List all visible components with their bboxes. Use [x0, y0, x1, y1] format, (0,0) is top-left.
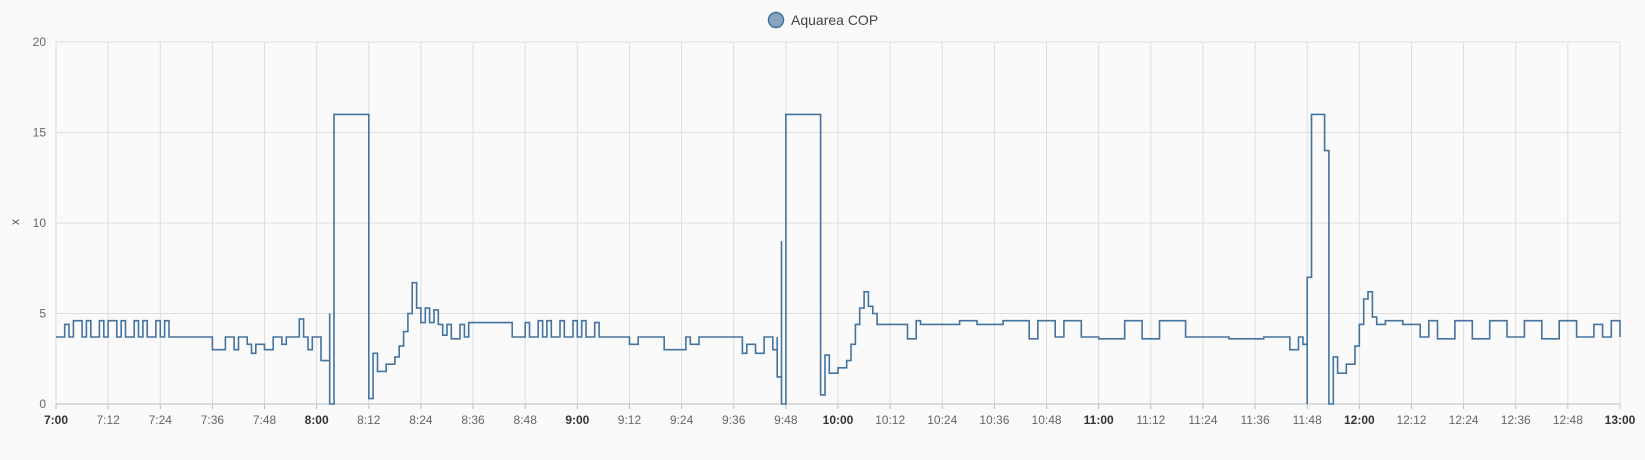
y-tick-label: 20 [33, 35, 47, 49]
x-tick-label: 8:48 [514, 413, 538, 427]
x-tick-label: 7:00 [44, 413, 68, 427]
x-tick-label: 9:48 [774, 413, 798, 427]
y-tick-label: 5 [39, 307, 46, 321]
x-tick-label: 7:48 [253, 413, 277, 427]
x-tick-label: 10:36 [979, 413, 1009, 427]
x-tick-label: 11:36 [1240, 413, 1269, 427]
x-tick-label: 10:24 [927, 413, 957, 427]
x-tick-label: 12:36 [1501, 413, 1531, 427]
legend[interactable]: Aquarea COP [767, 11, 879, 29]
series-line-aquarea-cop[interactable] [56, 113, 1621, 405]
x-tick-label: 12:24 [1449, 413, 1479, 427]
grid-lines [55, 41, 1621, 409]
x-tick-label: 7:36 [201, 413, 225, 427]
x-axis-ticks: 7:00 7:12 7:24 7:36 7:48 8:00 8:12 8:24 8:36 8:48… [44, 413, 1636, 427]
x-tick-label: 7:12 [96, 413, 120, 427]
y-axis-ticks: 0 5 10 15 20 [33, 35, 47, 411]
x-tick-label: 11:48 [1293, 413, 1322, 427]
x-tick-label: 9:12 [618, 413, 642, 427]
y-tick-label: 15 [33, 126, 47, 140]
x-tick-label: 10:00 [823, 413, 854, 427]
y-tick-label: 0 [39, 397, 46, 411]
x-tick-label: 7:24 [149, 413, 173, 427]
x-tick-label: 8:36 [461, 413, 485, 427]
x-tick-label: 9:36 [722, 413, 746, 427]
x-tick-label: 8:12 [357, 413, 381, 427]
y-tick-label: 10 [33, 216, 47, 230]
x-tick-label: 9:24 [670, 413, 694, 427]
x-tick-label: 13:00 [1605, 413, 1636, 427]
x-tick-label: 8:00 [305, 413, 329, 427]
x-tick-label: 11:24 [1188, 413, 1217, 427]
y-axis-label: x [8, 219, 22, 225]
x-tick-label: 11:00 [1084, 413, 1114, 427]
x-tick-label: 11:12 [1136, 413, 1165, 427]
legend-series-label: Aquarea COP [791, 12, 878, 28]
x-tick-label: 12:12 [1396, 413, 1426, 427]
x-tick-label: 12:48 [1553, 413, 1583, 427]
legend-swatch-icon [767, 11, 785, 29]
x-tick-label: 8:24 [409, 413, 433, 427]
x-tick-label: 12:00 [1344, 413, 1375, 427]
x-tick-label: 10:48 [1032, 413, 1062, 427]
x-tick-label: 9:00 [565, 413, 589, 427]
x-tick-label: 10:12 [875, 413, 905, 427]
